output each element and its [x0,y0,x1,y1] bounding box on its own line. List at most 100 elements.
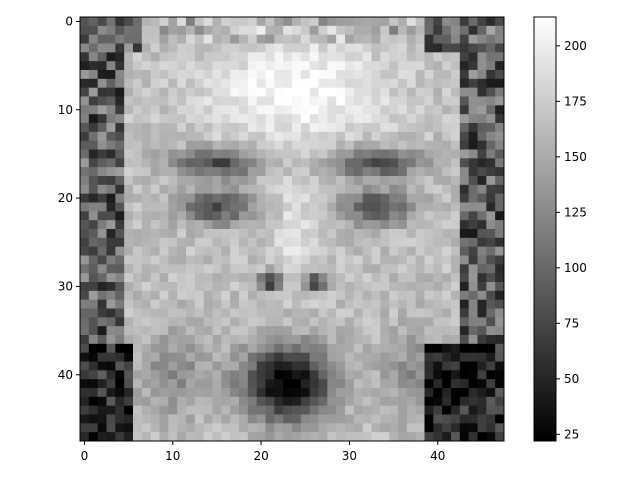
heatmap-cell [168,114,178,124]
heatmap-cell [212,396,222,407]
heatmap-cell [256,255,266,265]
heatmap-cell [477,140,487,150]
heatmap-cell [327,123,337,133]
heatmap-cell [353,379,364,389]
heatmap-cell [88,352,99,362]
heatmap-cell [230,78,240,89]
heatmap-cell [168,255,178,265]
heatmap-cell [468,220,478,230]
heatmap-cell [80,246,90,256]
heatmap-cell [141,202,152,212]
heatmap-cell [318,264,328,274]
heatmap-cell [292,123,302,133]
heatmap-cell [362,396,372,407]
heatmap-cell [194,308,205,318]
heatmap-cell [353,87,364,97]
heatmap-cell [398,255,408,265]
heatmap-cell [380,167,390,177]
heatmap-cell [274,255,284,265]
heatmap-cell [186,131,196,142]
heatmap-cell [362,17,372,27]
heatmap-cell [80,176,90,186]
heatmap-cell [380,290,390,301]
heatmap-cell [345,335,355,345]
heatmap-cell [442,52,452,62]
heatmap-cell [380,184,390,195]
heatmap-cell [318,140,328,150]
heatmap-cell [292,176,302,186]
heatmap-cell [292,105,302,115]
heatmap-cell [309,423,319,433]
heatmap-cell [230,396,240,407]
heatmap-cell [239,299,249,309]
heatmap-cell [459,140,470,150]
heatmap-cell [292,352,302,362]
heatmap-cell [133,149,143,159]
heatmap-cell [283,352,293,362]
heatmap-cell [247,52,258,62]
heatmap-cell [495,25,505,36]
heatmap-cell [292,61,302,71]
heatmap-cell [141,335,152,345]
heatmap-cell [159,17,169,27]
heatmap-cell [80,405,90,415]
heatmap-cell [292,70,302,80]
heatmap-cell [230,246,240,256]
heatmap-cell [265,202,275,212]
heatmap-cell [274,123,284,133]
heatmap-cell [477,96,487,106]
heatmap-cell [345,405,355,415]
heatmap-cell [362,52,372,62]
heatmap-cell [283,414,293,424]
heatmap-cell [141,43,152,53]
heatmap-cell [88,370,99,380]
heatmap-cell [398,273,408,283]
heatmap-cell [124,326,134,336]
heatmap-cell [203,273,213,283]
heatmap-cell [336,432,346,442]
heatmap-cell [380,405,390,415]
heatmap-cell [247,220,258,230]
heatmap-cell [300,167,311,177]
heatmap-cell [389,308,399,318]
heatmap-cell [203,290,213,301]
heatmap-cell [300,317,311,327]
heatmap-cell [424,273,434,283]
heatmap-cell [486,34,496,44]
heatmap-cell [327,264,337,274]
heatmap-cell [336,396,346,407]
heatmap-cell [168,317,178,327]
heatmap-cell [468,255,478,265]
heatmap-cell [398,149,408,159]
heatmap-cell [247,78,258,89]
heatmap-cell [274,25,284,36]
heatmap-cell [442,352,452,362]
heatmap-cell [150,78,160,89]
heatmap-cell [141,299,152,309]
heatmap-cell [362,193,372,203]
heatmap-cell [442,335,452,345]
heatmap-cell [468,396,478,407]
heatmap-cell [345,396,355,407]
heatmap-cell [371,237,381,248]
heatmap-cell [353,229,364,239]
heatmap-cell [318,193,328,203]
heatmap-cell [115,25,125,36]
heatmap-cell [88,405,99,415]
heatmap-cell [203,405,213,415]
heatmap-cell [265,264,275,274]
heatmap-cell [221,229,231,239]
heatmap-cell [459,61,470,71]
heatmap-cell [212,43,222,53]
heatmap-cell [406,255,417,265]
heatmap-cell [133,335,143,345]
heatmap-cell [327,158,337,168]
heatmap-cell [247,273,258,283]
heatmap-cell [345,299,355,309]
heatmap-cell [115,405,125,415]
heatmap-cell [468,343,478,354]
heatmap-cell [495,370,505,380]
heatmap-cell [186,123,196,133]
heatmap-cell [247,167,258,177]
heatmap-cell [380,149,390,159]
